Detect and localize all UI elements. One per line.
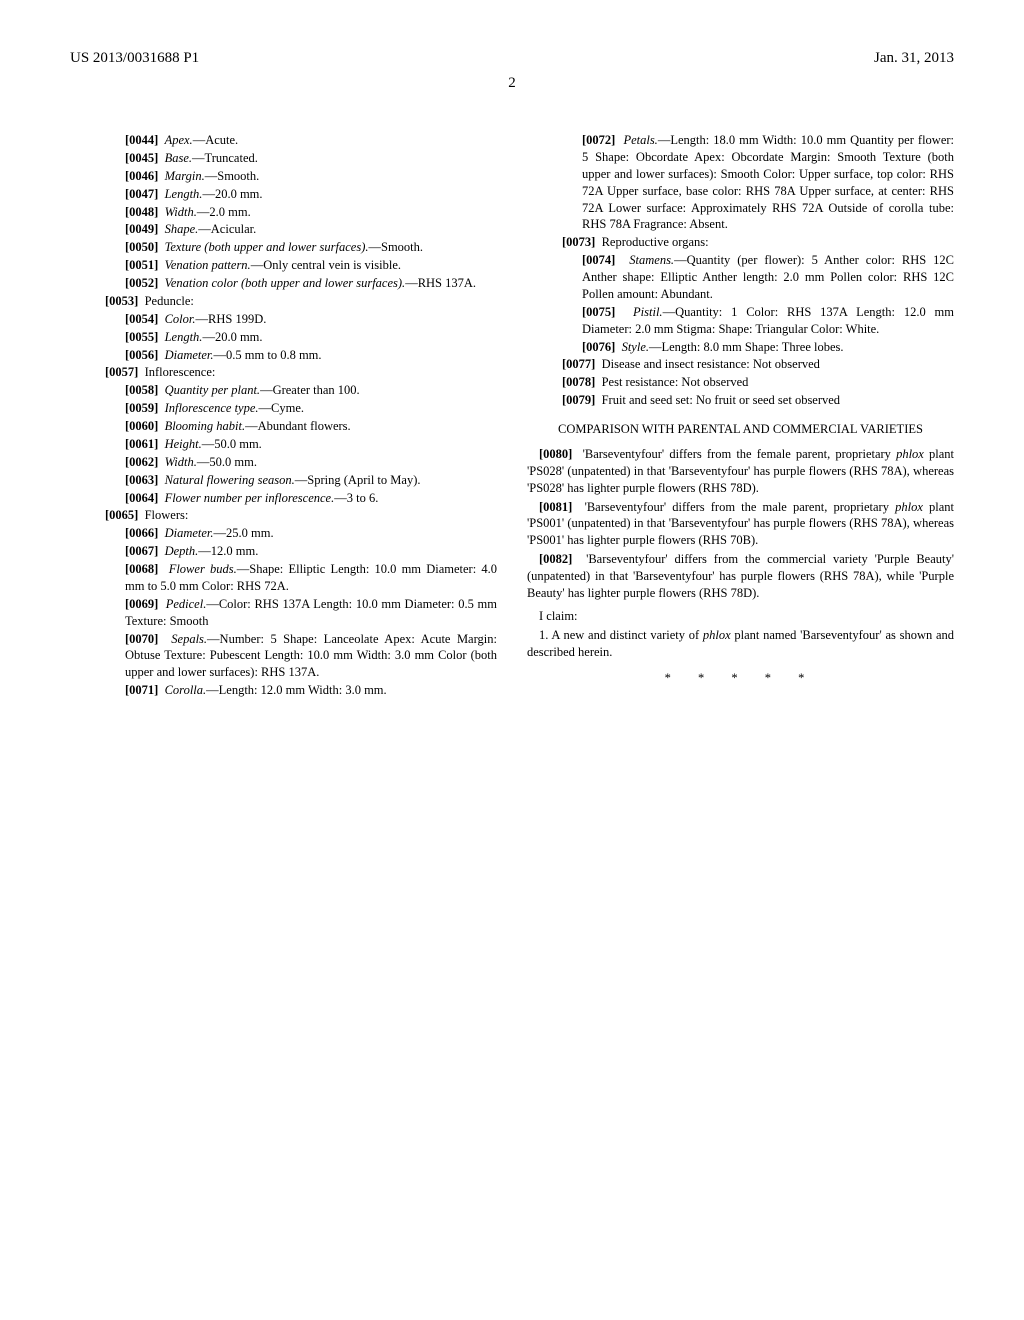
spec-entry: [0069] Pedicel.—Color: RHS 137A Length: … [70, 596, 497, 630]
spec-entry: [0058] Quantity per plant.—Greater than … [70, 382, 497, 399]
spec-entry: [0045] Base.—Truncated. [70, 150, 497, 167]
patent-page: US 2013/0031688 P1 Jan. 31, 2013 2 [0044… [0, 0, 1024, 1320]
spec-entry: [0070] Sepals.—Number: 5 Shape: Lanceola… [70, 631, 497, 682]
comparison-para: [0080] 'Barseventyfour' differs from the… [527, 446, 954, 497]
spec-entry: [0047] Length.—20.0 mm. [70, 186, 497, 203]
spec-entry: [0078] Pest resistance: Not observed [527, 374, 954, 391]
spec-entry: [0066] Diameter.—25.0 mm. [70, 525, 497, 542]
spec-entry: [0062] Width.—50.0 mm. [70, 454, 497, 471]
spec-entry: [0077] Disease and insect resistance: No… [527, 356, 954, 373]
page-header: US 2013/0031688 P1 Jan. 31, 2013 [70, 50, 954, 67]
spec-entry: [0067] Depth.—12.0 mm. [70, 543, 497, 560]
spec-entry: [0050] Texture (both upper and lower sur… [70, 239, 497, 256]
page-number: 2 [70, 75, 954, 92]
comparison-section: COMPARISON WITH PARENTAL AND COMMERCIAL … [527, 421, 954, 687]
spec-entry: [0061] Height.—50.0 mm. [70, 436, 497, 453]
comparison-para: [0082] 'Barseventyfour' differs from the… [527, 551, 954, 602]
body-columns: [0044] Apex.—Acute.[0045] Base.—Truncate… [70, 132, 954, 699]
spec-entry: [0048] Width.—2.0 mm. [70, 204, 497, 221]
spec-entry: [0079] Fruit and seed set: No fruit or s… [527, 392, 954, 409]
publication-number: US 2013/0031688 P1 [70, 50, 199, 67]
spec-entry: [0051] Venation pattern.—Only central ve… [70, 257, 497, 274]
spec-entry: [0044] Apex.—Acute. [70, 132, 497, 149]
spec-entry: [0076] Style.—Length: 8.0 mm Shape: Thre… [527, 339, 954, 356]
end-stars: * * * * * [527, 670, 954, 687]
section-title: COMPARISON WITH PARENTAL AND COMMERCIAL … [527, 421, 954, 438]
claim-1: 1. A new and distinct variety of phlox p… [527, 627, 954, 661]
claim-intro: I claim: [527, 608, 954, 625]
spec-entry: [0064] Flower number per inflorescence.—… [70, 490, 497, 507]
spec-entry: [0059] Inflorescence type.—Cyme. [70, 400, 497, 417]
spec-entry: [0053] Peduncle: [70, 293, 497, 310]
spec-entry: [0056] Diameter.—0.5 mm to 0.8 mm. [70, 347, 497, 364]
spec-entry: [0071] Corolla.—Length: 12.0 mm Width: 3… [70, 682, 497, 699]
spec-entry: [0074] Stamens.—Quantity (per flower): 5… [527, 252, 954, 303]
spec-entry: [0046] Margin.—Smooth. [70, 168, 497, 185]
spec-entry: [0068] Flower buds.—Shape: Elliptic Leng… [70, 561, 497, 595]
spec-entry: [0072] Petals.—Length: 18.0 mm Width: 10… [527, 132, 954, 233]
publication-date: Jan. 31, 2013 [874, 50, 954, 67]
spec-entry: [0052] Venation color (both upper and lo… [70, 275, 497, 292]
comparison-para: [0081] 'Barseventyfour' differs from the… [527, 499, 954, 550]
spec-entry: [0063] Natural flowering season.—Spring … [70, 472, 497, 489]
spec-entry: [0073] Reproductive organs: [527, 234, 954, 251]
spec-entry: [0075] Pistil.—Quantity: 1 Color: RHS 13… [527, 304, 954, 338]
spec-entry: [0055] Length.—20.0 mm. [70, 329, 497, 346]
spec-entry: [0057] Inflorescence: [70, 364, 497, 381]
spec-entry: [0060] Blooming habit.—Abundant flowers. [70, 418, 497, 435]
spec-entry: [0054] Color.—RHS 199D. [70, 311, 497, 328]
spec-entry: [0065] Flowers: [70, 507, 497, 524]
spec-entry: [0049] Shape.—Acicular. [70, 221, 497, 238]
